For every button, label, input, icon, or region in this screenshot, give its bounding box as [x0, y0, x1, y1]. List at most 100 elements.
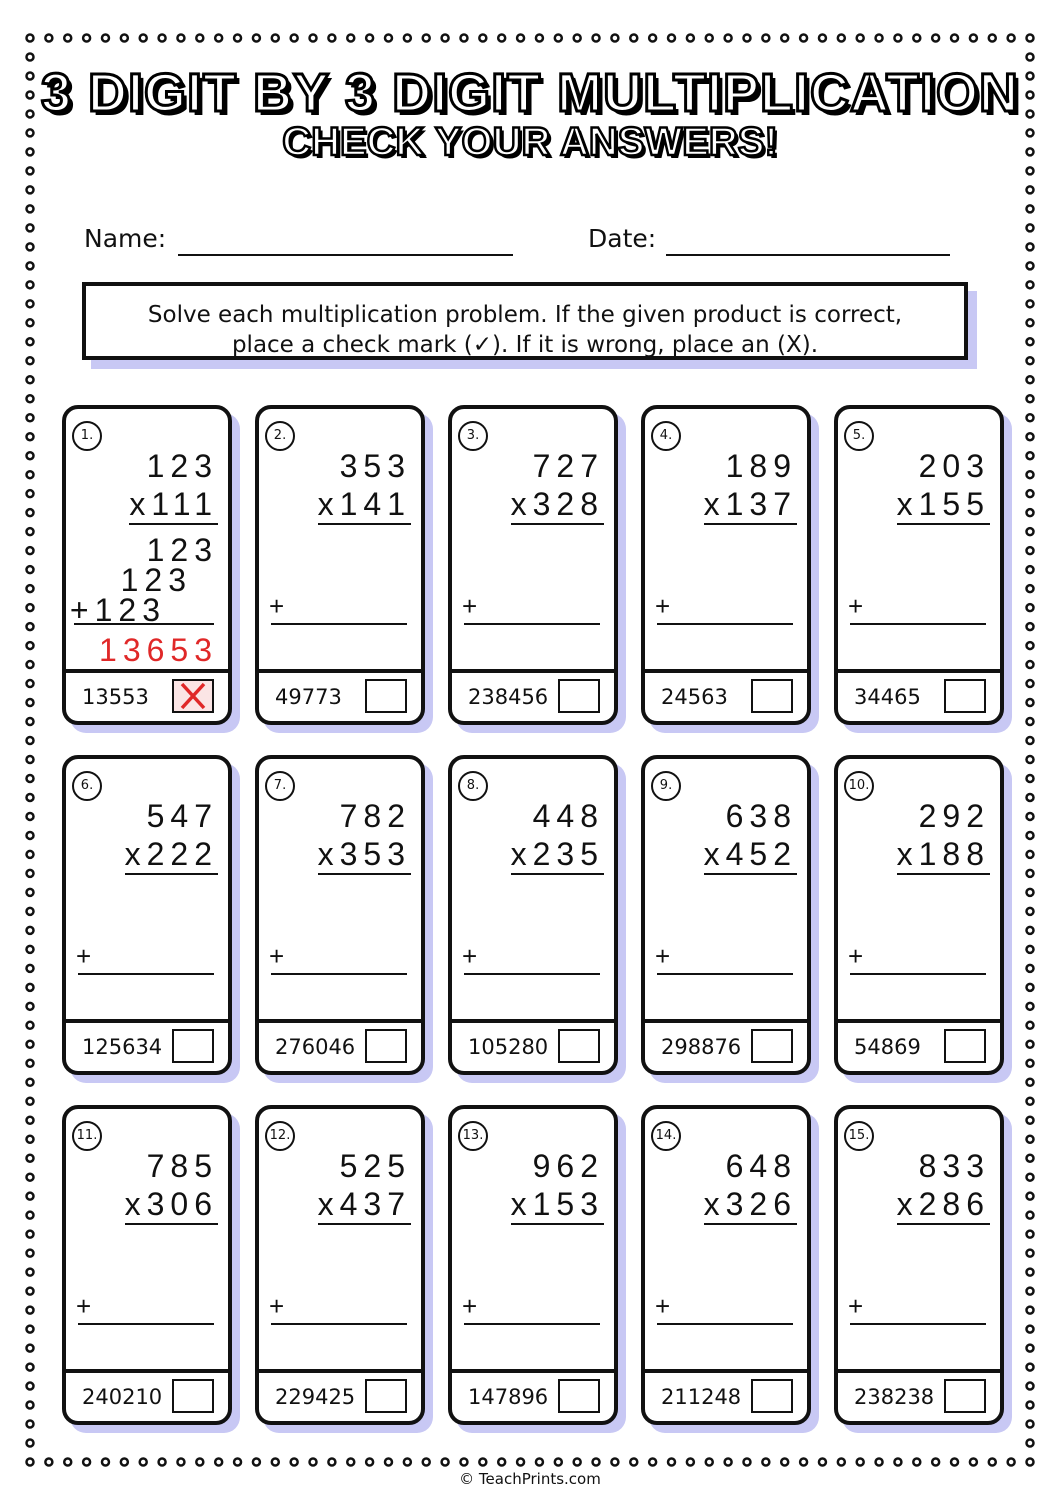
- subtitle: CHECK YOUR ANSWERS!: [281, 119, 779, 166]
- border-dot: [629, 1457, 639, 1467]
- border-dot: [25, 830, 35, 841]
- border-dot: [25, 1400, 35, 1410]
- border-dot: [25, 640, 35, 651]
- border-dot: [1025, 223, 1035, 233]
- border-dot: [25, 1115, 35, 1125]
- border-dot: [949, 1457, 960, 1467]
- given-product: 13553: [82, 685, 149, 709]
- border-dot: [1025, 147, 1035, 157]
- border-dot: [1025, 280, 1035, 290]
- border-dot: [25, 337, 35, 347]
- bottom-number: x326: [703, 1187, 797, 1225]
- border-dot: [1025, 469, 1035, 480]
- given-product: 211248: [661, 1385, 742, 1409]
- border-dot: [440, 1457, 450, 1467]
- border-dot: [1025, 887, 1035, 898]
- divider: [645, 1019, 807, 1023]
- border-dot: [478, 1457, 488, 1467]
- border-dot: [327, 33, 337, 43]
- border-dot: [798, 33, 809, 43]
- answer-box: [172, 1379, 214, 1413]
- border-dot: [421, 33, 431, 43]
- border-dot: [195, 33, 205, 43]
- border-dot: [1025, 412, 1035, 423]
- problem-card: 5. 203 x155 +34465: [834, 405, 1004, 725]
- border-dot: [1025, 1229, 1035, 1239]
- border-dot: [62, 1457, 73, 1467]
- bottom-number: x111: [129, 487, 218, 525]
- problem-card: 4. 189 x137 +24563: [641, 405, 811, 725]
- border-dot: [346, 1457, 356, 1467]
- bottom-number: x153: [510, 1187, 604, 1225]
- border-dot: [798, 1457, 809, 1467]
- border-dot: [25, 280, 35, 290]
- problem-card: 6. 547 x222 +125634: [62, 755, 232, 1075]
- answer-box: [944, 679, 986, 713]
- border-dot: [176, 33, 186, 43]
- border-dot: [25, 792, 35, 803]
- border-dot: [1025, 792, 1035, 803]
- problem-card: 3. 727 x328 +238456: [448, 405, 618, 725]
- given-product: 238238: [854, 1385, 935, 1409]
- border-dot: [327, 1457, 337, 1467]
- instructions: Solve each multiplication problem. If th…: [82, 282, 968, 360]
- top-number: 727: [532, 448, 604, 484]
- instruction-line: place a check mark (✓). If it is wrong, …: [231, 332, 819, 358]
- border-dot: [364, 33, 375, 43]
- border-dot: [1025, 982, 1035, 993]
- border-dot: [1025, 678, 1035, 689]
- plus-sign: +: [269, 941, 291, 971]
- divider: [645, 669, 807, 673]
- border-dot: [25, 185, 35, 195]
- border-dot: [1025, 109, 1035, 119]
- given-product: 298876: [661, 1035, 742, 1059]
- border-dot: [25, 526, 35, 537]
- problem-number: 4.: [651, 421, 681, 451]
- border-dot: [25, 564, 35, 575]
- plus-sign: +: [848, 591, 870, 621]
- border-dot: [25, 735, 35, 746]
- divider: [259, 1019, 421, 1023]
- border-dot: [25, 944, 35, 955]
- border-dot: [1025, 128, 1035, 138]
- answer-box: [365, 679, 407, 713]
- top-number: 189: [725, 448, 797, 484]
- border-dot: [25, 849, 35, 860]
- border-dot: [270, 1457, 281, 1467]
- border-dot: [1025, 1419, 1035, 1429]
- border-dot: [1025, 640, 1035, 651]
- border-dot: [232, 1457, 243, 1467]
- border-dot: [1025, 545, 1035, 556]
- border-dot: [1025, 393, 1035, 404]
- border-dot: [987, 33, 998, 43]
- bottom-number: x286: [896, 1187, 990, 1225]
- top-number: 448: [532, 798, 604, 834]
- problem-card: 12. 525 x437 +229425: [255, 1105, 425, 1425]
- top-number: 123: [146, 448, 218, 484]
- problem-number: 15.: [844, 1121, 874, 1151]
- border-dot: [478, 33, 488, 43]
- answer-line: [78, 973, 214, 975]
- border-dot: [25, 128, 35, 138]
- top-number: 648: [725, 1148, 797, 1184]
- border-dot: [25, 1134, 35, 1144]
- border-dot: [1025, 90, 1035, 100]
- border-dot: [25, 697, 35, 708]
- border-dot: [1025, 1058, 1035, 1069]
- border-dot: [25, 299, 35, 309]
- border-dot: [1025, 507, 1035, 518]
- border-dot: [1025, 1267, 1035, 1277]
- answer-box: [751, 679, 793, 713]
- given-product: 238456: [468, 685, 549, 709]
- border-dot: [1025, 185, 1035, 195]
- border-dot: [817, 1457, 828, 1467]
- border-dot: [1025, 849, 1035, 860]
- bottom-number: x188: [896, 837, 990, 875]
- answer-box: [172, 1029, 214, 1063]
- border-dot: [289, 1457, 299, 1467]
- border-dot: [912, 33, 922, 43]
- problem-number: 6.: [72, 771, 102, 801]
- border-dot: [1025, 1077, 1035, 1088]
